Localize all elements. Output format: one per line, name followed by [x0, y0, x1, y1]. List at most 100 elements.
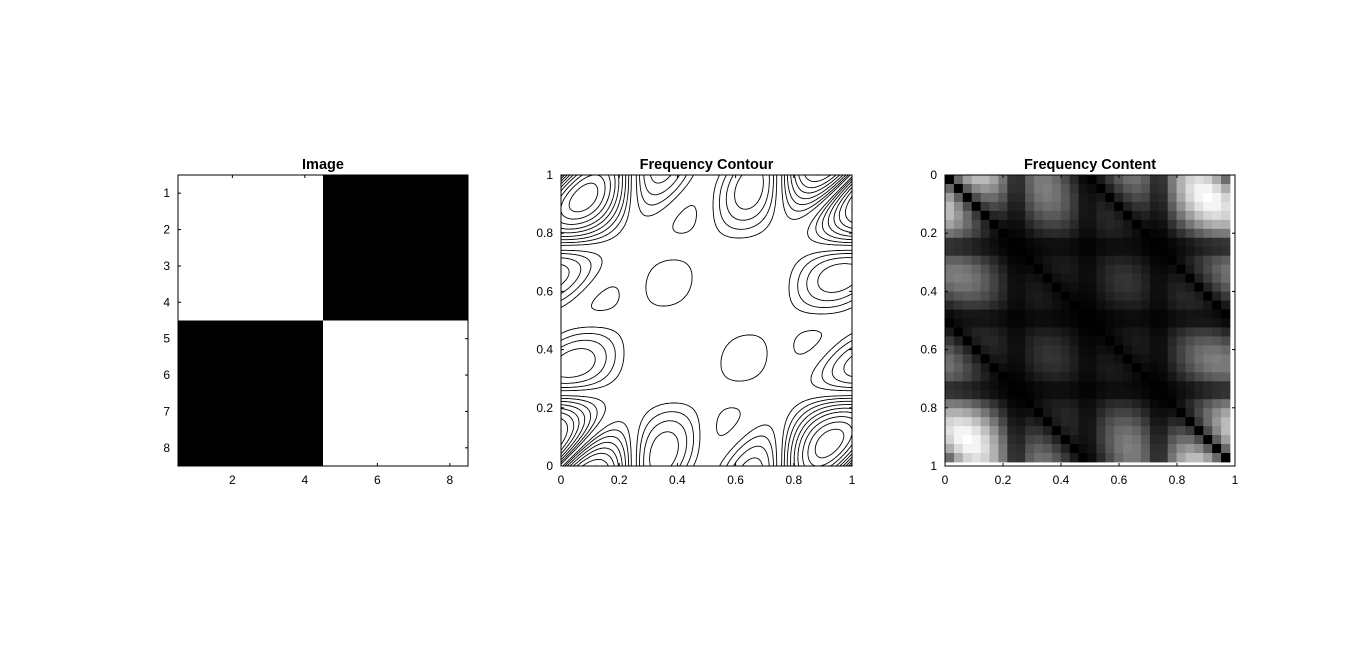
frequency-cell: [1185, 219, 1195, 230]
frequency-cell: [1060, 192, 1071, 203]
frequency-cell: [1203, 255, 1213, 266]
frequency-cell: [1123, 327, 1133, 337]
frequency-cell: [1105, 408, 1115, 418]
frequency-cell: [1185, 175, 1195, 185]
frequency-cell: [1140, 354, 1151, 364]
frequency-cell: [1105, 318, 1115, 328]
frequency-cell: [998, 417, 1008, 427]
frequency-cell: [1105, 237, 1115, 248]
frequency-cell: [1114, 237, 1124, 248]
x-tick-label: 1: [849, 473, 856, 487]
frequency-cell: [1016, 183, 1026, 194]
frequency-cell: [1096, 381, 1106, 391]
frequency-cell: [998, 435, 1008, 445]
frequency-cell: [1016, 381, 1026, 391]
frequency-cell: [1123, 399, 1133, 409]
frequency-cell: [1025, 291, 1035, 301]
frequency-cell: [1007, 399, 1017, 409]
frequency-cell: [1034, 417, 1044, 427]
frequency-cell: [1185, 363, 1195, 373]
frequency-cell: [1051, 300, 1062, 310]
frequency-cell: [1025, 300, 1035, 310]
frequency-cell: [989, 354, 999, 364]
frequency-cell: [1221, 381, 1231, 391]
frequency-cell: [1167, 417, 1177, 427]
frequency-cell: [953, 246, 964, 257]
frequency-cell: [998, 246, 1008, 257]
frequency-cell: [1132, 264, 1142, 275]
frequency-cell: [980, 390, 990, 400]
frequency-cell: [1034, 354, 1044, 364]
frequency-cell: [1185, 372, 1195, 382]
frequency-cell: [1203, 363, 1213, 373]
frequency-cell: [1167, 246, 1177, 257]
frequency-cell: [1176, 435, 1186, 445]
frequency-cell: [945, 300, 955, 310]
frequency-cell: [1096, 192, 1106, 203]
frequency-cell: [1007, 309, 1017, 319]
frequency-cell: [1149, 291, 1160, 301]
frequency-cell: [1096, 282, 1106, 292]
frequency-cell: [1078, 183, 1088, 194]
frequency-cell: [1060, 372, 1071, 382]
frequency-cell: [1194, 453, 1204, 463]
frequency-cell: [971, 309, 982, 319]
frequency-cell: [1016, 291, 1026, 301]
frequency-cell: [945, 453, 955, 463]
frequency-cell: [1185, 381, 1195, 391]
y-tick-label: 0.4: [920, 284, 937, 298]
frequency-cell: [1140, 264, 1151, 275]
frequency-cell: [1212, 336, 1222, 346]
frequency-cell: [1034, 210, 1044, 221]
frequency-cell: [1114, 318, 1124, 328]
frequency-cell: [1060, 417, 1071, 427]
frequency-cell: [1123, 175, 1133, 185]
frequency-cell: [962, 228, 973, 239]
frequency-cell: [1007, 444, 1017, 454]
frequency-cell: [1132, 210, 1142, 221]
frequency-cell: [953, 183, 964, 194]
frequency-cell: [1123, 183, 1133, 194]
frequency-cell: [1051, 255, 1062, 266]
frequency-cell: [1087, 183, 1097, 194]
frequency-cell: [1132, 300, 1142, 310]
y-tick-label: 7: [163, 404, 170, 418]
frequency-cell: [1176, 210, 1186, 221]
frequency-cell: [1007, 273, 1017, 284]
frequency-cell: [1016, 309, 1026, 319]
frequency-cell: [1158, 291, 1169, 301]
frequency-cell: [1114, 372, 1124, 382]
frequency-cell: [989, 363, 999, 373]
frequency-cell: [1194, 219, 1204, 230]
frequency-cell: [1105, 390, 1115, 400]
frequency-cell: [1105, 219, 1115, 230]
frequency-cell: [1069, 345, 1079, 355]
frequency-cell: [1167, 426, 1177, 436]
frequency-cell: [998, 372, 1008, 382]
frequency-cell: [1051, 192, 1062, 203]
frequency-cell: [1167, 309, 1177, 319]
frequency-cell: [1221, 201, 1231, 212]
frequency-cell: [1123, 273, 1133, 284]
frequency-cell: [1096, 345, 1106, 355]
frequency-cell: [953, 255, 964, 266]
frequency-cell: [1034, 426, 1044, 436]
frequency-cell: [1212, 201, 1222, 212]
frequency-cell: [1140, 453, 1151, 463]
frequency-cell: [1114, 417, 1124, 427]
frequency-cell: [1087, 345, 1097, 355]
frequency-cell: [998, 201, 1008, 212]
frequency-cell: [1167, 282, 1177, 292]
frequency-cell: [1042, 327, 1053, 337]
frequency-cell: [1212, 453, 1222, 463]
frequency-cell: [1167, 408, 1177, 418]
x-tick-label: 0.8: [785, 473, 802, 487]
frequency-cell: [1051, 228, 1062, 239]
frequency-cell: [1060, 318, 1071, 328]
frequency-cell: [1167, 327, 1177, 337]
frequency-cell: [1078, 291, 1088, 301]
frequency-cell: [1132, 408, 1142, 418]
frequency-cell: [989, 192, 999, 203]
frequency-cell: [1060, 399, 1071, 409]
frequency-cell: [1025, 183, 1035, 194]
